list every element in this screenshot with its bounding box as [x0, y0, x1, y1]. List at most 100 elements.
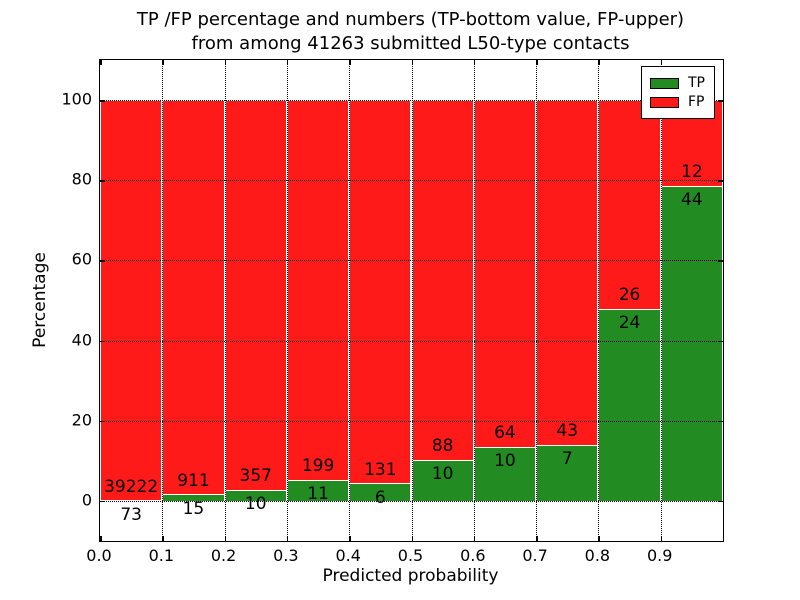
x-tick-mark [536, 60, 538, 65]
bar-fp-segment [411, 100, 474, 460]
y-tick-mark [718, 260, 723, 262]
bar-fp-segment [598, 100, 661, 309]
tp-count-label: 10 [431, 464, 454, 485]
x-tick-label: 0.2 [210, 546, 237, 565]
x-tick-mark [349, 60, 351, 65]
y-tick-label: 20 [71, 410, 92, 430]
horizontal-gridline [100, 100, 723, 102]
chart-title-line-2: from among 41263 submitted L50-type cont… [191, 33, 630, 54]
bar-fp-segment [162, 100, 225, 495]
y-tick-mark [100, 100, 105, 102]
x-tick-label: 0.4 [335, 546, 361, 565]
vertical-gridline [162, 60, 164, 541]
vertical-gridline [660, 60, 662, 541]
y-tick-mark [100, 260, 105, 262]
x-tick-mark [224, 60, 227, 65]
fp-count-label: 39222 [104, 476, 159, 497]
x-tick-label: 0.0 [86, 546, 112, 565]
vertical-gridline [224, 60, 226, 541]
fp-count-label: 88 [431, 436, 454, 457]
x-tick-label: 0.6 [460, 546, 486, 565]
x-tick-mark [473, 536, 476, 541]
y-tick-label: 40 [71, 330, 92, 350]
fp-color-swatch [650, 96, 679, 108]
tp-count-label: 10 [244, 494, 267, 515]
fp-count-label: 64 [494, 423, 516, 444]
y-axis-label: Percentage [30, 252, 50, 348]
vertical-gridline [598, 60, 600, 541]
horizontal-gridline [100, 180, 723, 182]
y-tick-label: 80 [71, 169, 92, 189]
x-tick-mark [100, 60, 102, 65]
fp-count-label: 357 [239, 466, 272, 487]
x-tick-label: 0.7 [522, 546, 548, 565]
x-tick-label: 0.1 [148, 546, 175, 565]
y-tick-mark [100, 340, 105, 343]
tp-count-label: 73 [120, 504, 142, 525]
x-tick-mark [536, 536, 538, 541]
legend-entry-fp: FP [650, 94, 705, 110]
vertical-gridline [411, 60, 413, 541]
y-tick-mark [718, 180, 723, 182]
bar-tp-segment [598, 308, 661, 501]
horizontal-gridline [100, 500, 723, 502]
legend-label-tp: TP [688, 75, 705, 91]
x-tick-label: 0.3 [273, 546, 299, 565]
x-tick-label: 0.8 [584, 546, 611, 565]
y-tick-label: 100 [61, 89, 92, 109]
vertical-gridline [536, 60, 538, 541]
fp-count-label: 199 [301, 456, 335, 477]
fp-count-label: 131 [364, 459, 397, 480]
horizontal-gridline [100, 420, 723, 422]
tp-count-label: 10 [494, 451, 516, 472]
x-tick-label: 0.9 [646, 546, 673, 565]
bar-fp-segment [286, 100, 350, 480]
vertical-gridline [286, 60, 288, 541]
x-tick-mark [349, 536, 351, 541]
fp-count-label: 43 [556, 421, 579, 442]
bar-tp-segment [660, 185, 723, 501]
x-tick-mark [660, 536, 663, 541]
tp-count-label: 7 [561, 449, 573, 470]
tp-color-swatch [650, 77, 679, 89]
bar-tp-segment [473, 446, 537, 501]
x-tick-mark [162, 536, 164, 541]
tp-count-label: 24 [618, 312, 641, 333]
bar-tp-segment [100, 500, 163, 502]
x-tick-mark [286, 60, 289, 65]
x-tick-mark [224, 536, 227, 541]
fp-count-label: 911 [177, 470, 210, 491]
tp-count-label: 44 [681, 190, 703, 211]
plot-area: 39222 73 911 15 357 10 199 11 131 6 88 10 64 10 43 7 26 2… [99, 59, 724, 542]
y-tick-mark [718, 420, 723, 423]
bar-tp-segment [536, 444, 599, 501]
x-tick-mark [598, 60, 600, 65]
y-tick-mark [100, 180, 105, 182]
y-tick-mark [100, 500, 105, 503]
y-tick-mark [718, 500, 723, 503]
horizontal-gridline [100, 260, 723, 262]
bar-fp-segment [349, 100, 412, 484]
vertical-gridline [349, 60, 351, 541]
x-tick-mark [100, 536, 102, 541]
fp-count-label: 12 [681, 162, 703, 183]
bar-fp-segment [100, 100, 163, 501]
x-tick-mark [598, 536, 600, 541]
bar-fp-segment [536, 100, 599, 445]
fp-count-label: 26 [618, 284, 641, 305]
chart-title: TP /FP percentage and numbers (TP-bottom… [99, 8, 722, 56]
bar-fp-segment [473, 100, 537, 447]
tp-count-label: 11 [307, 484, 329, 505]
x-tick-mark [473, 60, 476, 65]
y-tick-mark [100, 420, 105, 423]
y-tick-mark [718, 340, 723, 343]
legend-label-fp: FP [688, 94, 705, 110]
y-tick-label: 60 [71, 249, 92, 269]
legend-entry-tp: TP [650, 75, 705, 91]
x-tick-mark [660, 60, 663, 65]
tp-count-label: 6 [374, 487, 386, 508]
x-tick-label: 0.5 [397, 546, 424, 565]
bar-tp-segment [411, 460, 474, 501]
legend: TP FP [641, 66, 715, 119]
